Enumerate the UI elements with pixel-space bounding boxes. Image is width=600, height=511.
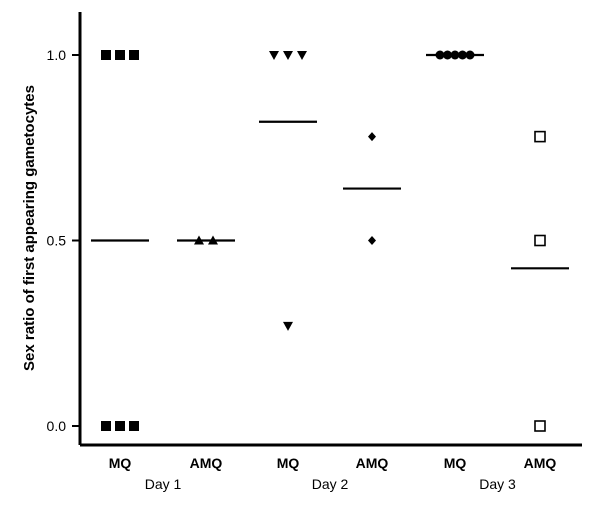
y-tick-label: 1.0: [47, 47, 67, 63]
data-point: [101, 50, 111, 60]
x-category-label: MQ: [277, 455, 300, 471]
data-point: [129, 50, 139, 60]
y-tick-label: 0.0: [47, 418, 67, 434]
data-point: [297, 51, 307, 60]
y-ticks: 0.0 0.5 1.0: [47, 47, 80, 434]
points: [101, 50, 546, 432]
data-point: [283, 321, 293, 331]
data-point: [534, 234, 546, 247]
data-point: [368, 236, 376, 245]
y-tick-label: 0.5: [47, 233, 67, 249]
group-label: Day 3: [479, 476, 516, 492]
x-category-label: AMQ: [524, 455, 557, 471]
data-point: [115, 421, 125, 431]
x-category-label: MQ: [444, 455, 467, 471]
x-category-label: MQ: [109, 455, 132, 471]
x-category-label: AMQ: [356, 455, 389, 471]
y-axis-title: Sex ratio of first appearing gametocytes: [21, 85, 38, 371]
data-point: [115, 50, 125, 60]
data-point: [269, 51, 279, 60]
data-point: [101, 421, 111, 431]
data-point: [534, 130, 546, 143]
axes: [78, 12, 582, 447]
group-label: Day 2: [312, 476, 349, 492]
x-category-label: AMQ: [190, 455, 223, 471]
data-point: [368, 132, 376, 142]
data-point: [283, 51, 293, 60]
group-labels: Day 1 Day 2 Day 3: [145, 476, 516, 492]
x-labels: MQ AMQ MQ AMQ MQ AMQ: [109, 455, 557, 471]
data-point: [534, 420, 546, 432]
group-label: Day 1: [145, 476, 182, 492]
data-point: [129, 421, 139, 431]
median-lines: [91, 53, 569, 270]
